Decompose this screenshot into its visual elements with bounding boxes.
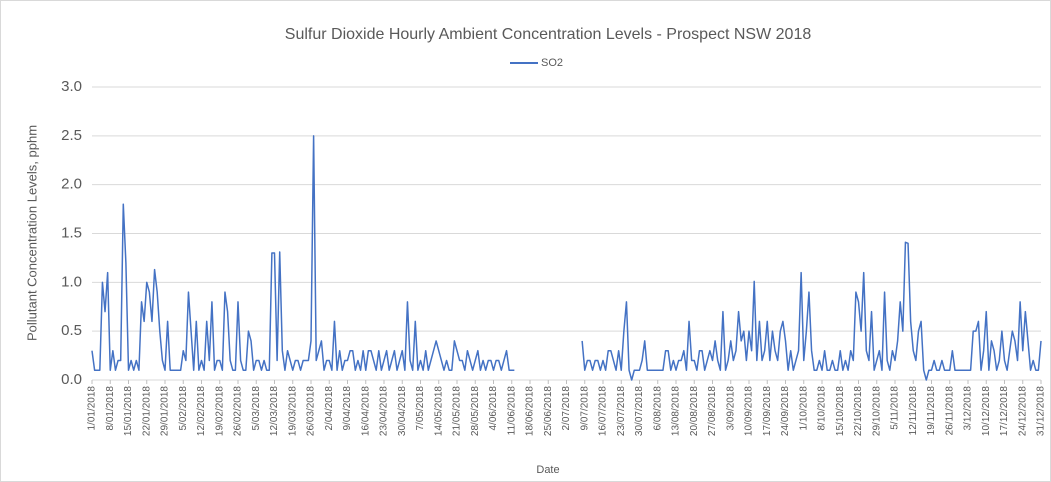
x-tick-label: 16/07/2018 xyxy=(598,386,609,436)
x-tick-label: 2/04/2018 xyxy=(324,386,335,431)
x-tick-label: 18/06/2018 xyxy=(525,386,536,436)
x-tick-label: 23/04/2018 xyxy=(379,386,390,436)
x-tick-label: 3/09/2018 xyxy=(725,386,736,431)
x-tick-label: 12/11/2018 xyxy=(908,386,919,436)
x-tick-label: 17/09/2018 xyxy=(762,386,773,436)
x-tick-label: 15/10/2018 xyxy=(835,386,846,436)
data-line xyxy=(91,135,515,371)
x-tick-label: 26/02/2018 xyxy=(233,386,244,436)
x-tick-label: 28/05/2018 xyxy=(470,386,481,436)
x-tick-label: 2/07/2018 xyxy=(561,386,572,431)
x-tick-label: 12/02/2018 xyxy=(196,386,207,436)
y-tick-label: 2.0 xyxy=(61,176,82,193)
x-tick-label: 29/01/2018 xyxy=(160,386,171,436)
x-tick-label: 9/04/2018 xyxy=(342,386,353,431)
x-tick-label: 14/05/2018 xyxy=(433,386,444,436)
x-tick-label: 22/10/2018 xyxy=(853,386,864,436)
x-tick-label: 12/03/2018 xyxy=(269,386,280,436)
x-tick-label: 5/03/2018 xyxy=(251,386,262,431)
x-tick-label: 26/11/2018 xyxy=(944,386,955,436)
y-tick-label: 0.5 xyxy=(61,322,82,339)
x-tick-label: 10/09/2018 xyxy=(744,386,755,436)
x-tick-label: 24/12/2018 xyxy=(1017,386,1028,436)
x-tick-label: 20/08/2018 xyxy=(689,386,700,436)
x-tick-label: 1/10/2018 xyxy=(798,386,809,431)
x-tick-label: 17/12/2018 xyxy=(999,386,1010,436)
x-tick-label: 8/01/2018 xyxy=(105,386,116,431)
chart-title: Sulfur Dioxide Hourly Ambient Concentrat… xyxy=(285,26,812,43)
x-tick-label: 25/06/2018 xyxy=(543,386,554,436)
y-tick-label: 1.0 xyxy=(61,273,82,290)
x-tick-label: 27/08/2018 xyxy=(707,386,718,436)
x-tick-label: 16/04/2018 xyxy=(360,386,371,436)
x-tick-label: 11/06/2018 xyxy=(506,386,517,436)
x-tick-label: 10/12/2018 xyxy=(981,386,992,436)
x-tick-label: 23/07/2018 xyxy=(616,386,627,436)
y-axis-label: Pollutant Concentration Levels, pphm xyxy=(24,125,39,341)
x-tick-label: 19/11/2018 xyxy=(926,386,937,436)
x-tick-label: 31/12/2018 xyxy=(1036,386,1047,436)
y-tick-label: 3.0 xyxy=(61,78,82,95)
y-tick-label: 1.5 xyxy=(61,224,82,241)
x-tick-label: 6/08/2018 xyxy=(652,386,663,431)
data-line xyxy=(581,241,1042,381)
x-tick-label: 30/04/2018 xyxy=(397,386,408,436)
x-tick-label: 29/10/2018 xyxy=(871,386,882,436)
x-tick-label: 7/05/2018 xyxy=(415,386,426,431)
x-tick-label: 5/11/2018 xyxy=(890,386,901,430)
legend-label: SO2 xyxy=(541,57,563,69)
x-tick-label: 5/02/2018 xyxy=(178,386,189,431)
x-tick-label: 15/01/2018 xyxy=(123,386,134,436)
x-tick-label: 26/03/2018 xyxy=(306,386,317,436)
x-tick-label: 8/10/2018 xyxy=(817,386,828,431)
x-tick-label: 30/07/2018 xyxy=(634,386,645,436)
x-tick-label: 24/09/2018 xyxy=(780,386,791,436)
x-tick-label: 19/03/2018 xyxy=(287,386,298,436)
x-tick-label: 1/01/2018 xyxy=(87,386,98,431)
x-tick-label: 21/05/2018 xyxy=(452,386,463,436)
x-tick-label: 4/06/2018 xyxy=(488,386,499,431)
y-tick-label: 0.0 xyxy=(61,371,82,388)
x-tick-label: 3/12/2018 xyxy=(963,386,974,431)
y-tick-label: 2.5 xyxy=(61,127,82,144)
x-tick-label: 22/01/2018 xyxy=(141,386,152,436)
x-tick-label: 13/08/2018 xyxy=(671,386,682,436)
x-tick-label: 19/02/2018 xyxy=(214,386,225,436)
x-tick-label: 9/07/2018 xyxy=(579,386,590,431)
x-axis-label: Date xyxy=(536,464,559,476)
